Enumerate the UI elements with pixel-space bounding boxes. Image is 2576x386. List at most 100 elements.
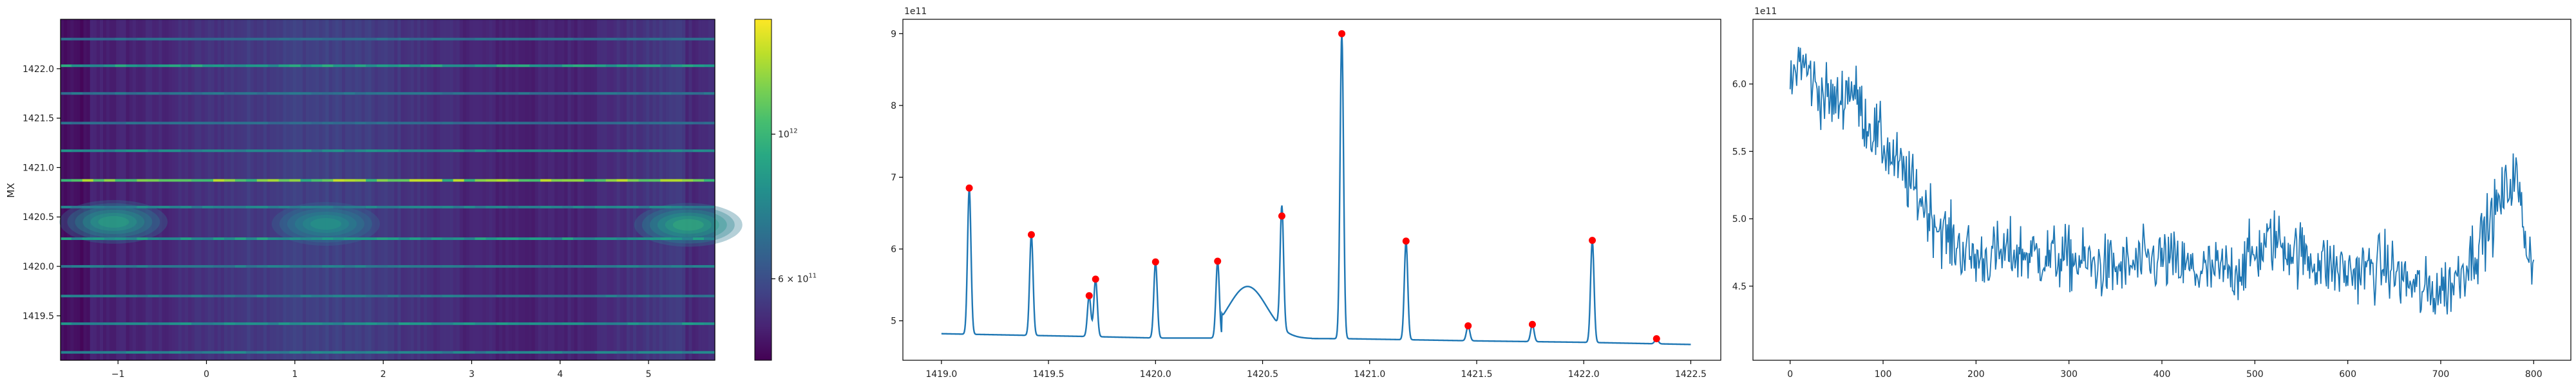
- heatmap-line: [518, 122, 530, 125]
- heatmap-column: [191, 19, 195, 360]
- heatmap-column: [388, 19, 392, 360]
- heatmap-line: [311, 149, 323, 152]
- heatmap-line: [377, 149, 388, 152]
- heatmap-line: [169, 122, 181, 125]
- heatmap-line: [180, 122, 192, 125]
- heatmap-column: [73, 19, 77, 360]
- heatmap-line: [464, 64, 475, 68]
- series-x-tick-label: 400: [2154, 369, 2171, 380]
- heatmap-column: [149, 19, 153, 360]
- heatmap-column: [319, 19, 323, 360]
- heatmap-line: [420, 122, 432, 125]
- heatmap-line: [605, 295, 618, 298]
- heatmap-line: [540, 92, 552, 95]
- heatmap-line: [398, 92, 410, 95]
- heatmap-line: [224, 322, 236, 326]
- heatmap-line: [300, 179, 312, 182]
- heatmap-line: [213, 205, 225, 208]
- heatmap-line: [93, 149, 105, 152]
- heatmap-blob: [294, 212, 357, 236]
- heatmap-line: [551, 179, 563, 182]
- heatmap-line: [104, 351, 116, 354]
- heatmap-line: [551, 295, 563, 298]
- heatmap-line: [61, 92, 72, 95]
- heatmap-column: [332, 19, 336, 360]
- heatmap-line: [398, 149, 410, 152]
- heatmap-line: [169, 205, 181, 208]
- heatmap-line: [660, 265, 672, 268]
- heatmap-line: [245, 92, 258, 95]
- peaks-x-tick-label: 1419.5: [1033, 369, 1065, 380]
- heatmap-line: [497, 179, 508, 182]
- heatmap-line: [704, 205, 715, 208]
- heatmap-line: [540, 37, 552, 41]
- heatmap-line: [551, 122, 563, 125]
- heatmap-line: [409, 37, 421, 41]
- heatmap-line: [344, 322, 355, 326]
- heatmap-column: [116, 19, 120, 360]
- heatmap-line: [278, 265, 290, 268]
- heatmap-line: [202, 295, 214, 298]
- heatmap-line: [377, 205, 388, 208]
- peaks-y-tick-label: 7: [891, 172, 896, 183]
- series-line: [1789, 46, 2535, 315]
- heatmap-line: [355, 122, 366, 125]
- heatmap-line: [442, 237, 454, 241]
- heatmap-line: [147, 37, 159, 41]
- heatmap-line: [507, 265, 519, 268]
- heatmap-line: [464, 322, 475, 326]
- heatmap-line: [540, 351, 552, 354]
- heatmap-line: [202, 92, 214, 95]
- heatmap-column: [505, 19, 509, 360]
- peaks-y-tick-label: 9: [891, 29, 896, 39]
- heatmap-line: [126, 205, 138, 208]
- heatmap-line: [409, 322, 421, 326]
- heatmap-line: [627, 64, 639, 68]
- peak-markers: [965, 30, 1660, 343]
- heatmap-line: [475, 122, 486, 125]
- heatmap-column: [646, 19, 650, 360]
- heatmap-line: [224, 122, 236, 125]
- heatmap-line: [355, 205, 366, 208]
- series-x-tick-label: 300: [2060, 369, 2078, 380]
- heatmap-line: [180, 179, 192, 182]
- heatmap-line: [126, 64, 138, 68]
- heatmap-column: [309, 19, 313, 360]
- heatmap-line: [333, 237, 345, 241]
- heatmap-line: [300, 122, 312, 125]
- heatmap-column: [289, 19, 294, 360]
- heatmap-column: [528, 19, 533, 360]
- heatmap-line: [333, 92, 345, 95]
- heatmap-line: [409, 179, 421, 182]
- heatmap-line: [61, 179, 72, 182]
- heatmap-line: [529, 149, 541, 152]
- heatmap-line: [693, 205, 705, 208]
- heatmap-column: [80, 19, 84, 360]
- heatmap-line: [344, 92, 355, 95]
- heatmap-line: [202, 179, 214, 182]
- heatmap-line: [147, 295, 159, 298]
- heatmap-line: [104, 122, 116, 125]
- heatmap-line: [213, 149, 225, 152]
- heatmap-line: [278, 237, 290, 241]
- heatmap-line: [289, 351, 301, 354]
- heatmap-line: [366, 149, 377, 152]
- heatmap-line: [126, 351, 138, 354]
- heatmap-line: [388, 64, 399, 68]
- heatmap-line: [649, 351, 661, 354]
- heatmap-column: [437, 19, 440, 360]
- heatmap-line: [464, 205, 475, 208]
- heatmap-column: [194, 19, 198, 360]
- heatmap-line: [355, 237, 366, 241]
- heatmap-line: [137, 149, 148, 152]
- heatmap-line: [638, 295, 650, 298]
- heatmap-line: [540, 64, 552, 68]
- heatmap-line: [82, 122, 94, 125]
- heatmap-line: [518, 92, 530, 95]
- heatmap-line: [289, 322, 301, 326]
- heatmap-blob: [657, 212, 719, 237]
- heatmap-line: [245, 237, 258, 241]
- heatmap-column: [676, 19, 679, 360]
- heatmap-line: [213, 64, 225, 68]
